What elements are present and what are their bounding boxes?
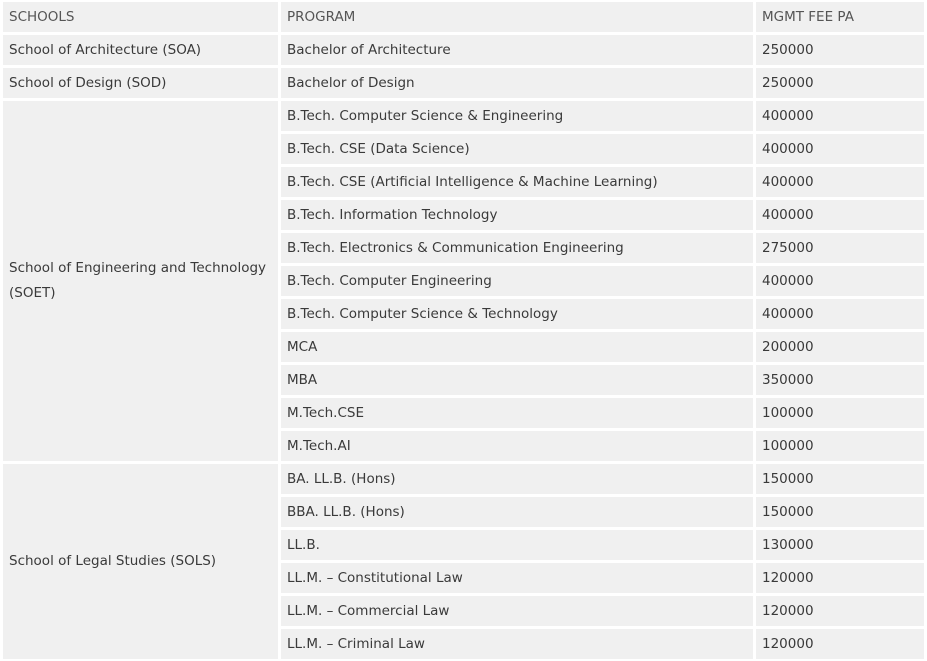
table-row: M.Tech.AI 100000 bbox=[3, 431, 924, 461]
table-row: B.Tech. Computer Engineering 400000 bbox=[3, 266, 924, 296]
fee-cell: 150000 bbox=[756, 497, 924, 527]
table-row: LL.B. 130000 bbox=[3, 530, 924, 560]
fee-cell: 350000 bbox=[756, 365, 924, 395]
fee-cell: 250000 bbox=[756, 68, 924, 98]
fee-cell: 400000 bbox=[756, 266, 924, 296]
fee-cell: 130000 bbox=[756, 530, 924, 560]
program-cell: B.Tech. Information Technology bbox=[281, 200, 753, 230]
fee-cell: 400000 bbox=[756, 101, 924, 131]
fee-cell: 250000 bbox=[756, 35, 924, 65]
fee-cell: 200000 bbox=[756, 332, 924, 362]
table-row: LL.M. – Criminal Law 120000 bbox=[3, 629, 924, 659]
school-cell: School of Engineering and Technology (SO… bbox=[3, 101, 278, 461]
program-cell: Bachelor of Architecture bbox=[281, 35, 753, 65]
school-cell: School of Legal Studies (SOLS) bbox=[3, 464, 278, 659]
table-row: B.Tech. CSE (Artificial Intelligence & M… bbox=[3, 167, 924, 197]
table-row: LL.M. – Commercial Law 120000 bbox=[3, 596, 924, 626]
fee-cell: 120000 bbox=[756, 563, 924, 593]
fee-cell: 100000 bbox=[756, 431, 924, 461]
program-cell: BBA. LL.B. (Hons) bbox=[281, 497, 753, 527]
fee-cell: 400000 bbox=[756, 299, 924, 329]
program-cell: M.Tech.CSE bbox=[281, 398, 753, 428]
program-cell: M.Tech.AI bbox=[281, 431, 753, 461]
program-cell: Bachelor of Design bbox=[281, 68, 753, 98]
program-cell: MBA bbox=[281, 365, 753, 395]
header-cell: SCHOOLS bbox=[3, 2, 278, 32]
program-cell: LL.M. – Commercial Law bbox=[281, 596, 753, 626]
header-cell: PROGRAM bbox=[281, 2, 753, 32]
table-row: School of Architecture (SOA) Bachelor of … bbox=[3, 35, 924, 65]
table-row: School of Legal Studies (SOLS) BA. LL.B. … bbox=[3, 464, 924, 659]
fee-cell: 400000 bbox=[756, 200, 924, 230]
program-cell: BA. LL.B. (Hons) bbox=[281, 464, 753, 494]
fee-cell: 100000 bbox=[756, 398, 924, 428]
fee-cell: 120000 bbox=[756, 596, 924, 626]
program-cell: B.Tech. Computer Engineering bbox=[281, 266, 753, 296]
table-row: School of Engineering and Technology (SO… bbox=[3, 101, 924, 461]
fee-cell: 275000 bbox=[756, 233, 924, 263]
table-row: MCA 200000 bbox=[3, 332, 924, 362]
table-row: B.Tech. Electronics & Communication Engi… bbox=[3, 233, 924, 263]
school-cell: School of Design (SOD) bbox=[3, 68, 278, 98]
table-row: MBA 350000 bbox=[3, 365, 924, 395]
table-row: LL.M. – Constitutional Law 120000 bbox=[3, 563, 924, 593]
program-cell: LL.B. bbox=[281, 530, 753, 560]
header-row: SCHOOLS PROGRAM MGMT FEE PA bbox=[3, 2, 924, 32]
program-cell: MCA bbox=[281, 332, 753, 362]
program-cell: LL.M. – Constitutional Law bbox=[281, 563, 753, 593]
program-cell: B.Tech. CSE (Artificial Intelligence & M… bbox=[281, 167, 753, 197]
program-cell: B.Tech. Electronics & Communication Engi… bbox=[281, 233, 753, 263]
fee-cell: 400000 bbox=[756, 167, 924, 197]
table-row: BBA. LL.B. (Hons) 150000 bbox=[3, 497, 924, 527]
table-row: School of Design (SOD) Bachelor of Design… bbox=[3, 68, 924, 98]
fee-cell: 150000 bbox=[756, 464, 924, 494]
table-row: B.Tech. CSE (Data Science) 400000 bbox=[3, 134, 924, 164]
program-cell: LL.M. – Criminal Law bbox=[281, 629, 753, 659]
program-cell: B.Tech. Computer Science & Technology bbox=[281, 299, 753, 329]
table-row: M.Tech.CSE 100000 bbox=[3, 398, 924, 428]
fee-cell: 120000 bbox=[756, 629, 924, 659]
school-cell: School of Architecture (SOA) bbox=[3, 35, 278, 65]
header-cell: MGMT FEE PA bbox=[756, 2, 924, 32]
program-cell: B.Tech. Computer Science & Engineering bbox=[281, 101, 753, 131]
fee-cell: 400000 bbox=[756, 134, 924, 164]
table-row: B.Tech. Information Technology 400000 bbox=[3, 200, 924, 230]
table-row: B.Tech. Computer Science & Technology 400… bbox=[3, 299, 924, 329]
program-cell: B.Tech. CSE (Data Science) bbox=[281, 134, 753, 164]
